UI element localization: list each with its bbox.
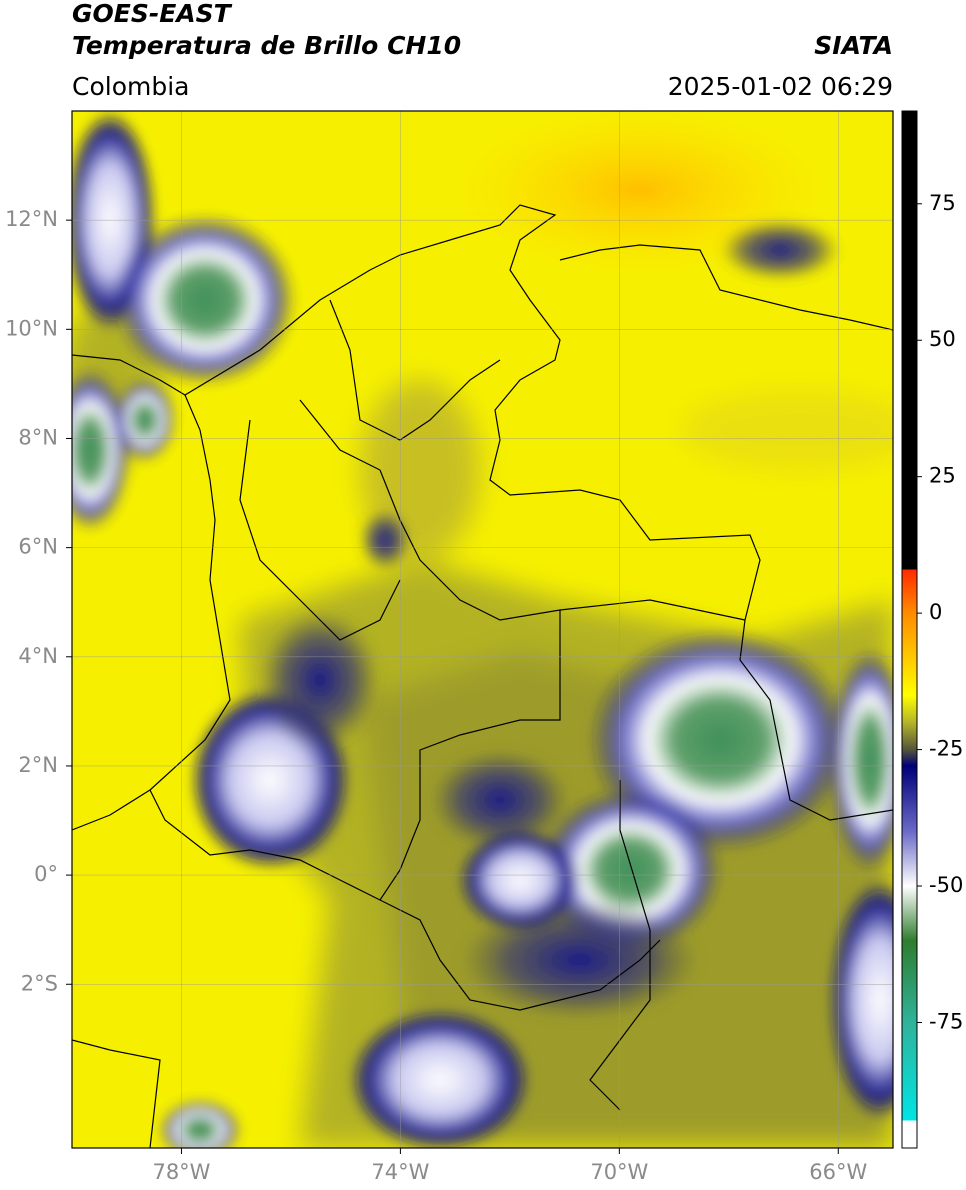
graticule: 78°W 74°W 70°W 66°W 12°N 10°N 8°N 6°N 4°N 2°N 0° 2°… xyxy=(5,111,893,1184)
y-tick-label: 6°N xyxy=(18,535,58,559)
colorbar-tick-label: -50 xyxy=(929,873,963,897)
y-tick-label: 2°N xyxy=(18,753,58,777)
datetime: 2025-01-02 06:29 xyxy=(668,72,893,101)
y-tick-label: 10°N xyxy=(5,316,58,340)
colorbar-tick-label: 50 xyxy=(929,327,956,351)
y-tick-label: 2°S xyxy=(21,971,58,995)
colorbar: 75 50 25 0 -25 -50 -75 xyxy=(901,110,963,1149)
colorbar-scale xyxy=(901,110,918,1149)
title: GOES-EAST xyxy=(72,0,233,28)
map-frame xyxy=(71,110,894,1149)
x-tick-label: 78°W xyxy=(152,1160,210,1184)
source: SIATA xyxy=(814,31,893,60)
subtitle: Temperatura de Brillo CH10 xyxy=(72,31,461,60)
colorbar-tick-label: 25 xyxy=(929,464,956,488)
y-tick-label: 8°N xyxy=(18,425,58,449)
boundaries xyxy=(72,204,893,1148)
colorbar-tick-label: -75 xyxy=(929,1009,963,1033)
x-tick-label: 66°W xyxy=(809,1160,867,1184)
x-tick-label: 70°W xyxy=(590,1160,648,1184)
colorbar-tick-label: 75 xyxy=(929,191,956,215)
y-tick-label: 12°N xyxy=(5,207,58,231)
satellite-image xyxy=(72,111,893,1148)
colorbar-tick-label: -25 xyxy=(929,737,963,761)
y-tick-label: 4°N xyxy=(18,644,58,668)
y-tick-label: 0° xyxy=(34,862,58,886)
region: Colombia xyxy=(72,72,189,101)
colorbar-tick-label: 0 xyxy=(929,600,942,624)
x-tick-label: 74°W xyxy=(371,1160,429,1184)
